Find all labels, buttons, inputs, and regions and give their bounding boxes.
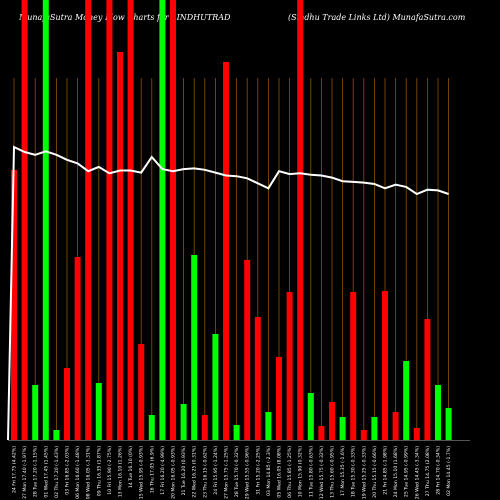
x-tick-label: 24 Mon 15.10 (1.68%) xyxy=(393,446,399,497)
bars xyxy=(11,0,452,440)
flow-bar xyxy=(403,361,410,440)
flow-bar xyxy=(21,0,28,440)
chart-title: MunafaSutra Money Flow Charts for SINDHU… xyxy=(19,13,231,22)
x-tick-label: 23 Thu 16.15 (-0.62%) xyxy=(202,446,208,498)
x-tick-label: 28 Tue 15.70 (-0.32%) xyxy=(234,446,240,497)
flow-bar xyxy=(307,393,314,440)
x-tick-label: 06 Mon 16.60 (-1.48%) xyxy=(75,446,81,499)
flow-bar xyxy=(435,385,441,440)
x-tick-label: 02 Mon 14.45 (-1.7%) xyxy=(446,446,452,496)
flow-bar xyxy=(42,0,49,440)
flow-bar xyxy=(212,334,219,440)
flow-bar xyxy=(106,0,113,440)
flow-bar xyxy=(244,260,251,440)
x-tick-label: 20 Mon 16.05 (-0.93%) xyxy=(171,446,177,499)
x-tick-label: 28 Tue 17.20 (-1.15%) xyxy=(33,446,39,497)
flow-bar xyxy=(318,426,325,440)
x-tick-label: 28 Fri 14.70 (-0.34%) xyxy=(436,446,442,495)
flow-bar xyxy=(64,368,70,440)
flow-bar xyxy=(127,0,134,440)
x-tick-label: 31 Fri 15.20 (-2.25%) xyxy=(255,446,261,495)
flow-bar xyxy=(85,0,92,440)
flow-bar xyxy=(286,292,293,440)
flow-bar xyxy=(329,402,335,440)
flow-bar xyxy=(392,412,399,440)
flow-bar xyxy=(371,417,378,440)
x-tick-label: 03 Mon 14.85 (-2.3%) xyxy=(266,446,272,496)
x-tick-label: 20 Thu 15.15 (-0.66%) xyxy=(372,446,378,498)
x-tick-label: 08 Wed 16.05 (-3.31%) xyxy=(86,446,92,499)
x-tick-label: 06 Thu 15.85 (-1.25%) xyxy=(287,446,293,498)
flow-bar xyxy=(148,415,155,440)
flow-bar xyxy=(350,292,357,440)
price-line-group xyxy=(7,145,449,441)
x-tick-label: 24 Fri 15.95 (-1.24%) xyxy=(213,446,219,495)
x-tick-label: 09 Thu 16.35 (1.87%) xyxy=(96,446,102,496)
flow-bar xyxy=(339,417,346,440)
x-tick-label: 11 Tue 15.80 (-0.63%) xyxy=(308,446,314,497)
flow-bar xyxy=(445,408,452,440)
flow-bar xyxy=(53,430,60,440)
x-tick-label: 27 Thu 14.75 (2.08%) xyxy=(425,446,431,496)
flow-bar xyxy=(424,319,431,440)
flow-bar xyxy=(233,425,240,440)
x-tick-label: 05 Wed 16.05 (8.08%) xyxy=(277,446,283,498)
x-tick-label: 25 Tue 14.95 (-0.99%) xyxy=(404,446,410,497)
flow-bar xyxy=(11,170,17,440)
x-tick-label: 10 Mon 15.90 (0.32%) xyxy=(298,446,304,497)
flow-bar xyxy=(180,404,187,440)
flow-bar xyxy=(223,62,229,440)
flow-bar xyxy=(170,0,176,440)
flow-bar xyxy=(413,428,420,440)
flow-bar xyxy=(201,415,208,440)
flow-bar xyxy=(191,255,198,440)
flow-bar xyxy=(297,0,304,440)
x-tick-label: 27 Mon 15.75 (-1.25%) xyxy=(224,446,230,499)
chart-subtitle: (Sindhu Trade Links Ltd) MunafaSutra.com xyxy=(288,13,466,22)
x-tick-label: 15 Wed 15.95 (-0.93%) xyxy=(139,446,145,499)
x-tick-label: 02 Thu 17.20 (-1.43%) xyxy=(54,446,60,498)
x-tick-label: 26 Wed 14.45 (-3.34%) xyxy=(414,446,420,499)
x-tick-label: 14 Tue 16.10 (0%) xyxy=(128,446,134,488)
flow-bar xyxy=(265,412,272,440)
x-tick-label: 12 Wed 15.75 (-0.32%) xyxy=(319,446,325,499)
x-tick-label: 10 Fri 15.90 (-2.75%) xyxy=(107,446,113,495)
flow-bar xyxy=(254,317,261,440)
flow-bar xyxy=(138,344,145,440)
x-tick-label: 17 Mon 15.35 (-1.6%) xyxy=(340,446,346,496)
x-tick-label: 18 Tue 15.30 (-0.33%) xyxy=(351,446,357,497)
flow-bar xyxy=(382,291,388,440)
flow-bar xyxy=(117,52,123,440)
flow-bar xyxy=(159,0,166,440)
x-tick-label: 21 Tue 16.20 (0.93%) xyxy=(181,446,187,496)
x-tick-label: 27 Mon 17.40 (-1.97%) xyxy=(22,446,28,499)
x-tick-label: 03 Fri 16.85 (-2.03%) xyxy=(65,446,71,495)
x-tick-label: 22 Wed 16.25 (0.31%) xyxy=(192,446,198,498)
x-tick-label: 13 Thu 15.60 (-0.95%) xyxy=(330,446,336,498)
flow-bar xyxy=(95,383,102,440)
x-tick-label: 21 Fri 14.85 (-1.98%) xyxy=(383,446,389,495)
x-tick-label: 19 Wed 15.25 (-0.33%) xyxy=(361,446,367,499)
flow-bar xyxy=(276,357,282,440)
flow-bar xyxy=(74,257,81,440)
x-tick-label: 17 Fri 16.20 (-4.99%) xyxy=(160,446,166,495)
flow-bar xyxy=(32,385,39,440)
flow-bar xyxy=(360,430,367,440)
x-tick-label: 01 Wed 17.45 (1.45%) xyxy=(43,446,49,498)
x-tick-label: 13 Mon 16.10 (1.26%) xyxy=(118,446,124,497)
x-tick-label: 29 Wed 15.55 (-0.96%) xyxy=(245,446,251,499)
price-line xyxy=(7,145,449,441)
x-tick-labels: 24 Fri 17.75 (4.42%) 27 Mon 17.40 (-1.97%… xyxy=(12,446,453,499)
x-tick-label: 24 Fri 17.75 (4.42%) xyxy=(12,446,18,493)
x-tick-label: 16 Thu 17.05 (6.9%) xyxy=(149,446,155,493)
